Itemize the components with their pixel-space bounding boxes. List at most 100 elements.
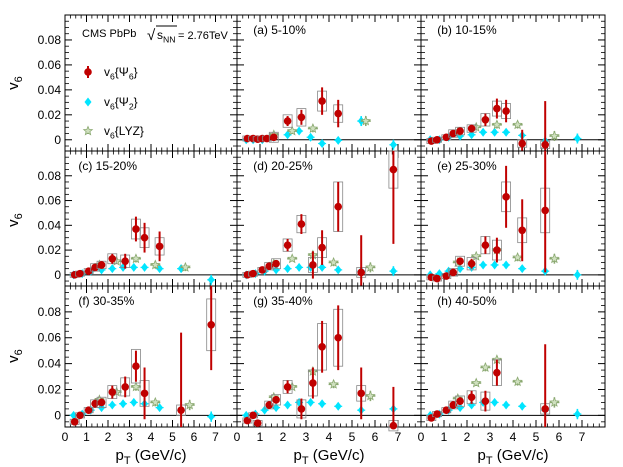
psi6-point: [108, 254, 117, 263]
psi6-point: [456, 257, 464, 266]
lyz-point: [150, 396, 161, 407]
y-tick-label: 0.04: [38, 357, 62, 371]
psi6-point: [449, 129, 458, 138]
x-axis-label: pT (GeV/c): [294, 447, 365, 467]
x-tick-label: 0: [62, 430, 69, 444]
psi6-point: [449, 401, 458, 409]
psi6-point: [467, 393, 476, 402]
psi6-point: [493, 246, 501, 254]
lyz-point: [150, 259, 161, 270]
y-axis-label-base: v: [5, 219, 22, 227]
lyz-point: [365, 390, 376, 401]
x-tick-label: 4: [148, 430, 155, 444]
x-tick-label: 7: [579, 430, 586, 444]
panel-5: (e) 25-30%: [420, 150, 606, 287]
psi6-point: [249, 411, 257, 420]
legend-energy-value: = 2.76TeV: [178, 30, 229, 42]
x-axis-label-base: p: [294, 447, 302, 464]
psi6-point: [442, 272, 451, 280]
psi2-point: [108, 264, 116, 274]
y-tick-label: 0: [54, 268, 61, 282]
legend-sqrt-sign: √: [147, 27, 156, 44]
psi6-point: [76, 411, 84, 420]
y-axis-label-sub: 6: [13, 213, 25, 219]
psi6-point: [309, 261, 317, 269]
psi6-point: [84, 406, 93, 414]
panel-7: 0 1 2 3 4 5 6 7 (g) 35-40%: [234, 285, 422, 444]
psi6-point: [318, 243, 326, 252]
psi6-point: [467, 124, 476, 133]
psi6-point: [502, 193, 510, 201]
x-tick-label: 4: [326, 430, 333, 444]
psi2-point: [284, 264, 292, 274]
psi6-point: [108, 388, 117, 396]
x-tick-label: 6: [372, 430, 379, 444]
psi6-sys-box: [271, 258, 282, 270]
lyz-point: [512, 119, 523, 130]
y-tick-label: 0.04: [38, 83, 62, 97]
legend-psi2-label-part: 6: [110, 102, 115, 112]
legend-header-part: CMS PbPb: [82, 28, 136, 40]
psi6-point: [272, 259, 280, 268]
lyz-point: [328, 256, 339, 267]
psi6-point: [140, 389, 149, 398]
lyz-point: [549, 396, 560, 407]
x-tick-label: 1: [257, 430, 264, 444]
legend-psi6-label-part: 6: [129, 72, 134, 82]
x-axis-label-unit: (GeV/c): [131, 447, 187, 464]
psi2-point: [119, 399, 127, 409]
lyz-point: [328, 378, 339, 389]
psi2-point: [334, 135, 342, 145]
psi6-point: [334, 109, 343, 118]
legend-lyz-label-part: }: [140, 124, 144, 138]
y-axis-label: v6: [5, 349, 25, 363]
lyz-point: [180, 261, 191, 272]
x-tick-label: 7: [395, 430, 402, 444]
psi2-point: [318, 262, 326, 272]
psi2-point: [295, 262, 303, 272]
psi2-point: [261, 405, 269, 415]
psi6-point: [433, 135, 441, 144]
psi6-point: [541, 206, 549, 215]
legend-lyz-label: v6{LYZ}: [104, 124, 144, 141]
psi6-point: [155, 242, 164, 251]
lyz-point: [480, 361, 491, 372]
psi6-point: [357, 268, 366, 277]
psi6-point: [318, 97, 326, 105]
psi2-point: [156, 264, 164, 274]
psi2-point: [334, 265, 342, 275]
y-tick-label: 0.08: [38, 33, 62, 47]
legend-psi2-label-part: 2: [129, 102, 134, 112]
psi6-point: [70, 418, 79, 426]
psi6-point: [427, 273, 436, 282]
lyz-point: [130, 253, 142, 264]
psi6-point: [258, 266, 267, 274]
psi6-point: [177, 406, 185, 414]
psi6-sys-box: [282, 114, 293, 128]
psi6-point: [297, 113, 306, 122]
lyz-point: [360, 115, 372, 126]
x-tick-label: 1: [441, 430, 448, 444]
legend-psi6-label-part: }: [134, 65, 138, 79]
psi2-point: [318, 399, 326, 409]
x-tick-label: 5: [533, 430, 540, 444]
psi6-point: [357, 389, 366, 398]
psi6-point: [433, 274, 441, 283]
psi2-point: [518, 264, 526, 274]
lyz-point: [512, 376, 523, 387]
psi6-sys-box: [131, 348, 141, 384]
psi6-point: [334, 202, 343, 211]
y-tick-label: 0.02: [38, 243, 62, 257]
x-axis-label-unit: (GeV/c): [309, 447, 365, 464]
psi2-point: [502, 400, 510, 410]
x-axis-label-sub: T: [124, 455, 131, 467]
psi6-point: [132, 225, 140, 233]
psi6-point: [493, 104, 501, 113]
psi6-point: [97, 398, 106, 407]
psi2-point: [491, 260, 499, 270]
psi6-point: [243, 134, 252, 143]
psi6-point: [283, 117, 292, 125]
psi2-point: [573, 270, 581, 280]
panel-label: (c) 15-20%: [78, 159, 137, 173]
psi2-point: [479, 127, 487, 137]
